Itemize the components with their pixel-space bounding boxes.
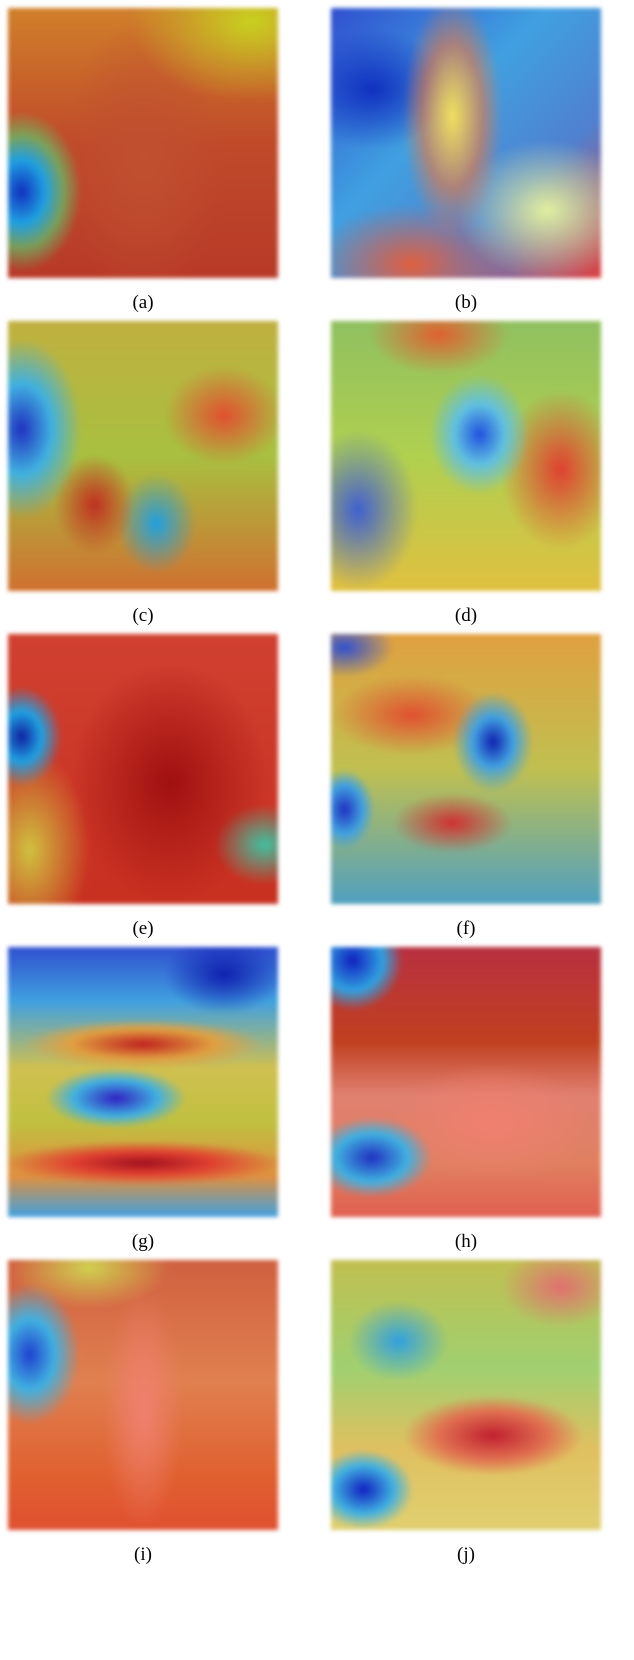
heatmap-image xyxy=(331,321,601,591)
panel-caption: (f) xyxy=(331,918,601,940)
heatmap-image xyxy=(8,1260,278,1530)
heatmap-image xyxy=(8,321,278,591)
heatmap-image xyxy=(331,8,601,278)
figure-page: (a)(b)(c)(d)(e)(f)(g)(h)(i)(j) (() => { … xyxy=(0,0,634,1660)
heatmap-image xyxy=(331,634,601,904)
panel-caption: (j) xyxy=(331,1544,601,1566)
panel-caption: (d) xyxy=(331,605,601,627)
heatmap-image xyxy=(8,8,278,278)
heatmap-image xyxy=(331,947,601,1217)
heatmap-image xyxy=(8,634,278,904)
panel-caption: (h) xyxy=(331,1231,601,1253)
panel-caption: (i) xyxy=(8,1544,278,1566)
heatmap-image xyxy=(331,1260,601,1530)
panel-caption: (c) xyxy=(8,605,278,627)
heatmap-image xyxy=(8,947,278,1217)
panel-caption: (a) xyxy=(8,292,278,314)
panel-caption: (g) xyxy=(8,1231,278,1253)
panel-caption: (e) xyxy=(8,918,278,940)
panel-caption: (b) xyxy=(331,292,601,314)
